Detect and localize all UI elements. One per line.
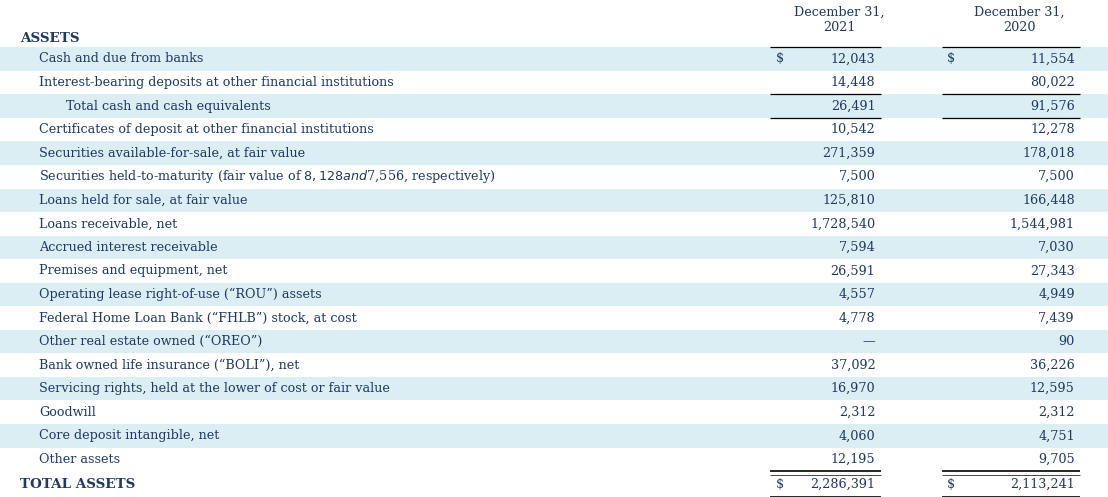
- Text: 12,278: 12,278: [1030, 123, 1075, 136]
- Bar: [0, 259, 1108, 283]
- Text: Servicing rights, held at the lower of cost or fair value: Servicing rights, held at the lower of c…: [39, 382, 390, 395]
- Text: Core deposit intangible, net: Core deposit intangible, net: [39, 429, 219, 442]
- Bar: [0, 306, 1108, 330]
- Text: 2,312: 2,312: [839, 406, 875, 419]
- Text: Other assets: Other assets: [39, 453, 120, 466]
- Text: Other real estate owned (“OREO”): Other real estate owned (“OREO”): [39, 335, 263, 348]
- Bar: [0, 377, 1108, 401]
- Text: Premises and equipment, net: Premises and equipment, net: [39, 264, 227, 277]
- Text: 12,043: 12,043: [831, 53, 875, 66]
- Text: 4,778: 4,778: [839, 312, 875, 325]
- Bar: [0, 94, 1108, 118]
- Text: 11,554: 11,554: [1030, 53, 1075, 66]
- Text: 26,491: 26,491: [831, 99, 875, 113]
- Text: Securities held-to-maturity (fair value of $8,128 and $7,556, respectively): Securities held-to-maturity (fair value …: [39, 168, 495, 185]
- Text: 10,542: 10,542: [831, 123, 875, 136]
- Text: 27,343: 27,343: [1030, 264, 1075, 277]
- Text: Total cash and cash equivalents: Total cash and cash equivalents: [66, 99, 271, 113]
- Bar: [0, 188, 1108, 212]
- Text: 2,286,391: 2,286,391: [810, 478, 875, 491]
- Text: 7,594: 7,594: [839, 241, 875, 254]
- Text: Cash and due from banks: Cash and due from banks: [39, 53, 203, 66]
- Bar: [0, 330, 1108, 353]
- Bar: [0, 283, 1108, 306]
- Text: December 31,: December 31,: [974, 6, 1065, 19]
- Text: Loans receivable, net: Loans receivable, net: [39, 217, 177, 230]
- Text: 9,705: 9,705: [1038, 453, 1075, 466]
- Text: 7,500: 7,500: [839, 170, 875, 183]
- Text: TOTAL ASSETS: TOTAL ASSETS: [20, 478, 135, 491]
- Text: 2,113,241: 2,113,241: [1010, 478, 1075, 491]
- Bar: [0, 401, 1108, 424]
- Text: 7,500: 7,500: [1038, 170, 1075, 183]
- Text: 2020: 2020: [1003, 20, 1036, 34]
- Bar: [0, 424, 1108, 448]
- Text: 7,030: 7,030: [1038, 241, 1075, 254]
- Text: ASSETS: ASSETS: [20, 32, 80, 45]
- Text: Accrued interest receivable: Accrued interest receivable: [39, 241, 217, 254]
- Text: 178,018: 178,018: [1023, 147, 1075, 160]
- Bar: [0, 236, 1108, 259]
- Text: 12,195: 12,195: [831, 453, 875, 466]
- Bar: [0, 212, 1108, 236]
- Text: Interest-bearing deposits at other financial institutions: Interest-bearing deposits at other finan…: [39, 76, 393, 89]
- Text: 4,949: 4,949: [1038, 288, 1075, 301]
- Text: Operating lease right-of-use (“ROU”) assets: Operating lease right-of-use (“ROU”) ass…: [39, 288, 321, 301]
- Text: Loans held for sale, at fair value: Loans held for sale, at fair value: [39, 194, 247, 207]
- Bar: [0, 353, 1108, 377]
- Text: 91,576: 91,576: [1030, 99, 1075, 113]
- Text: 4,060: 4,060: [839, 429, 875, 442]
- Text: 80,022: 80,022: [1030, 76, 1075, 89]
- Text: 26,591: 26,591: [831, 264, 875, 277]
- Text: $: $: [947, 478, 955, 491]
- Bar: [0, 47, 1108, 71]
- Text: Securities available-for-sale, at fair value: Securities available-for-sale, at fair v…: [39, 147, 305, 160]
- Text: 36,226: 36,226: [1030, 359, 1075, 372]
- Text: Certificates of deposit at other financial institutions: Certificates of deposit at other financi…: [39, 123, 373, 136]
- Text: 14,448: 14,448: [831, 76, 875, 89]
- Text: 1,728,540: 1,728,540: [810, 217, 875, 230]
- Bar: [0, 118, 1108, 142]
- Bar: [0, 165, 1108, 188]
- Bar: [0, 142, 1108, 165]
- Text: —: —: [862, 335, 875, 348]
- Text: 4,751: 4,751: [1038, 429, 1075, 442]
- Text: 12,595: 12,595: [1029, 382, 1075, 395]
- Bar: [0, 71, 1108, 94]
- Text: 37,092: 37,092: [831, 359, 875, 372]
- Text: 1,544,981: 1,544,981: [1009, 217, 1075, 230]
- Bar: [0, 448, 1108, 471]
- Text: 90: 90: [1058, 335, 1075, 348]
- Text: $: $: [947, 53, 955, 66]
- Text: December 31,: December 31,: [794, 6, 884, 19]
- Text: $: $: [776, 53, 783, 66]
- Text: $: $: [776, 478, 783, 491]
- Bar: [0, 471, 1108, 497]
- Text: 125,810: 125,810: [822, 194, 875, 207]
- Text: 166,448: 166,448: [1022, 194, 1075, 207]
- Bar: [0, 2, 1108, 47]
- Text: 2,312: 2,312: [1038, 406, 1075, 419]
- Text: 271,359: 271,359: [822, 147, 875, 160]
- Text: 16,970: 16,970: [831, 382, 875, 395]
- Text: Goodwill: Goodwill: [39, 406, 95, 419]
- Text: 2021: 2021: [823, 20, 855, 34]
- Text: 7,439: 7,439: [1038, 312, 1075, 325]
- Text: Bank owned life insurance (“BOLI”), net: Bank owned life insurance (“BOLI”), net: [39, 359, 299, 372]
- Text: 4,557: 4,557: [839, 288, 875, 301]
- Text: Federal Home Loan Bank (“FHLB”) stock, at cost: Federal Home Loan Bank (“FHLB”) stock, a…: [39, 312, 357, 325]
